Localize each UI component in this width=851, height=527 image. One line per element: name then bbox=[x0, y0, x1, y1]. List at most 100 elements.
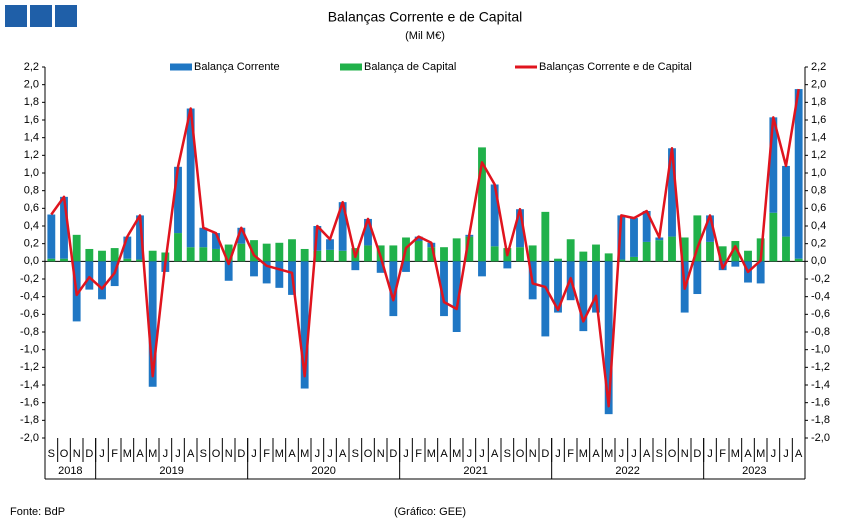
bar bbox=[212, 248, 220, 262]
bar bbox=[376, 261, 385, 273]
x-tick-label: O bbox=[212, 448, 221, 460]
x-tick-label: O bbox=[516, 448, 525, 460]
y2-tick-label: -2,0 bbox=[811, 432, 830, 444]
x-tick-label: S bbox=[48, 448, 55, 460]
x-tick-label: A bbox=[643, 448, 651, 460]
y-tick-label: -0,6 bbox=[20, 308, 39, 320]
x-tick-label: A bbox=[288, 448, 296, 460]
bar bbox=[313, 250, 322, 262]
bar bbox=[592, 261, 600, 313]
y2-tick-label: 0,6 bbox=[811, 202, 826, 214]
x-tick-label: J bbox=[315, 448, 321, 460]
bar bbox=[516, 209, 524, 248]
x-tick-label: O bbox=[364, 448, 373, 460]
year-label: 2020 bbox=[311, 465, 335, 477]
x-tick-label: A bbox=[491, 448, 499, 460]
bar bbox=[490, 184, 499, 247]
bar bbox=[579, 251, 588, 262]
bar bbox=[452, 261, 461, 332]
bar bbox=[262, 261, 271, 284]
bar bbox=[604, 253, 613, 262]
bar bbox=[72, 234, 81, 262]
bar bbox=[186, 108, 195, 248]
x-tick-label: A bbox=[795, 448, 803, 460]
bar bbox=[338, 202, 347, 251]
y-tick-label: 0,6 bbox=[24, 202, 39, 214]
x-tick-label: N bbox=[529, 448, 537, 460]
bar bbox=[60, 196, 68, 259]
bar bbox=[642, 241, 651, 262]
x-tick-label: M bbox=[756, 448, 765, 460]
x-tick-label: M bbox=[604, 448, 613, 460]
bar bbox=[288, 239, 296, 262]
bar bbox=[110, 248, 119, 262]
bar bbox=[528, 245, 537, 262]
logo-square bbox=[5, 5, 27, 27]
x-tick-label: D bbox=[237, 448, 245, 460]
x-tick-label: M bbox=[275, 448, 284, 460]
y2-tick-label: -1,8 bbox=[811, 414, 830, 426]
bar bbox=[338, 250, 347, 262]
x-tick-label: S bbox=[352, 448, 359, 460]
bar bbox=[693, 215, 702, 262]
bar bbox=[174, 166, 182, 234]
y-tick-label: 1,8 bbox=[24, 96, 39, 108]
bar bbox=[136, 259, 144, 262]
y2-tick-label: 2,2 bbox=[811, 61, 826, 73]
bar bbox=[756, 261, 765, 284]
bar bbox=[275, 261, 284, 288]
bar bbox=[440, 261, 448, 317]
bar bbox=[465, 236, 474, 262]
y-tick-label: 1,2 bbox=[24, 149, 39, 161]
bar bbox=[47, 258, 56, 262]
bar bbox=[655, 240, 664, 262]
y-tick-label: 1,6 bbox=[24, 114, 39, 126]
x-tick-label: O bbox=[60, 448, 69, 460]
x-tick-label: J bbox=[783, 448, 789, 460]
year-label: 2021 bbox=[463, 465, 487, 477]
y2-tick-label: 1,8 bbox=[811, 96, 826, 108]
y-tick-label: 2,2 bbox=[24, 61, 39, 73]
bar bbox=[706, 215, 714, 242]
y2-tick-label: 1,0 bbox=[811, 167, 826, 179]
legend-label: Balanças Corrente e de Capital bbox=[539, 61, 692, 73]
bar bbox=[98, 250, 106, 262]
y2-tick-label: -0,8 bbox=[811, 326, 830, 338]
bar bbox=[566, 239, 575, 262]
bar bbox=[174, 233, 182, 262]
x-tick-label: D bbox=[389, 448, 397, 460]
bar bbox=[212, 233, 220, 249]
y-tick-label: 0,0 bbox=[24, 255, 39, 267]
bar bbox=[706, 241, 714, 262]
bar bbox=[440, 247, 448, 262]
y2-tick-label: 2,0 bbox=[811, 79, 826, 91]
x-tick-label: N bbox=[377, 448, 385, 460]
chart-subtitle: (Mil M€) bbox=[405, 30, 445, 42]
bar bbox=[224, 261, 233, 281]
y-tick-label: -2,0 bbox=[20, 432, 39, 444]
chart-title: Balanças Corrente e de Capital bbox=[328, 9, 523, 25]
bar bbox=[541, 211, 550, 262]
y-tick-label: 0,4 bbox=[24, 220, 39, 232]
bar bbox=[123, 236, 132, 259]
x-tick-label: D bbox=[693, 448, 701, 460]
bar bbox=[123, 258, 132, 262]
bar bbox=[224, 244, 233, 262]
y2-tick-label: -1,6 bbox=[811, 397, 830, 409]
y2-tick-label: 1,4 bbox=[811, 132, 826, 144]
y-tick-label: -1,6 bbox=[20, 397, 39, 409]
bar bbox=[364, 245, 372, 262]
bar bbox=[47, 214, 56, 259]
bar bbox=[782, 236, 790, 262]
y2-tick-label: -1,2 bbox=[811, 361, 830, 373]
bar bbox=[541, 261, 550, 337]
bar bbox=[731, 241, 740, 262]
x-tick-label: N bbox=[225, 448, 233, 460]
x-tick-label: A bbox=[136, 448, 144, 460]
bar bbox=[148, 261, 157, 387]
bar bbox=[326, 249, 334, 262]
bar bbox=[516, 247, 524, 262]
bar bbox=[642, 210, 651, 242]
bar bbox=[668, 236, 676, 262]
